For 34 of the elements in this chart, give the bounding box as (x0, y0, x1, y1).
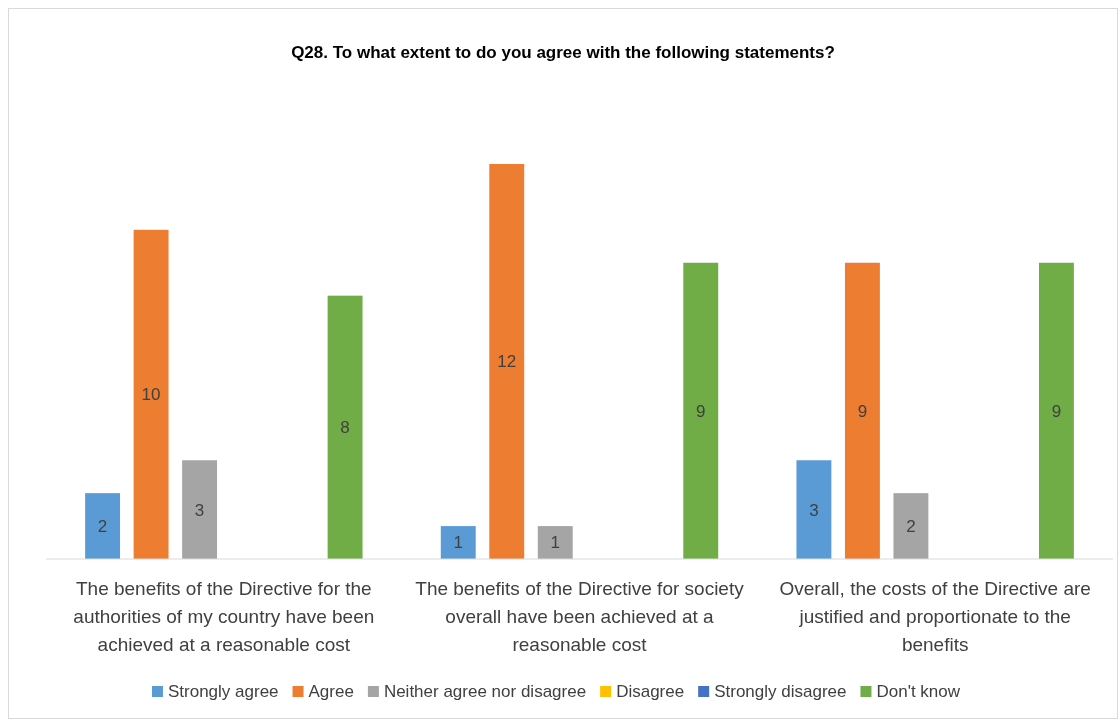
data-label: 2 (906, 517, 916, 537)
data-label: 8 (340, 418, 350, 438)
data-label: 3 (194, 500, 205, 520)
bar (683, 262, 719, 559)
legend-label: Don't know (876, 682, 961, 701)
legend-label: Strongly disagree (714, 682, 847, 701)
data-label: 3 (809, 500, 819, 520)
data-label: 1 (550, 533, 560, 553)
bar (489, 164, 525, 559)
bar (327, 295, 363, 559)
bar (796, 460, 832, 559)
bar (893, 493, 929, 559)
data-label: 9 (857, 401, 868, 421)
legend-label: Agree (308, 682, 354, 701)
bar (85, 493, 121, 559)
data-label: 1 (453, 533, 463, 553)
data-label: 2 (97, 517, 108, 537)
legend-label: Strongly agree (167, 682, 279, 701)
data-label: 12 (497, 352, 517, 372)
data-label: 10 (141, 385, 161, 405)
data-label: 9 (696, 401, 706, 421)
x-tick-label: Overall, the costs of the Directive are justified and proportionate to the benefits (779, 578, 1091, 655)
bar (1038, 262, 1074, 559)
legend-label: Neither agree nor disagree (383, 682, 587, 701)
x-tick-label: The benefits of the Directive for society overall have been achieved at a reasonable cost (415, 578, 745, 655)
data-label: 9 (1051, 401, 1062, 421)
bar (844, 262, 880, 559)
bar (182, 460, 218, 559)
legend-label: Disagree (616, 682, 685, 701)
chart-title: Q28. To what extent to do you agree with the following statements? (291, 43, 835, 62)
x-tick-label: The benefits of the Directive for the authorities of my country have been achieved at a reasonable cost (73, 578, 375, 655)
bar (133, 229, 169, 559)
bar (440, 526, 476, 559)
bar (537, 526, 573, 559)
